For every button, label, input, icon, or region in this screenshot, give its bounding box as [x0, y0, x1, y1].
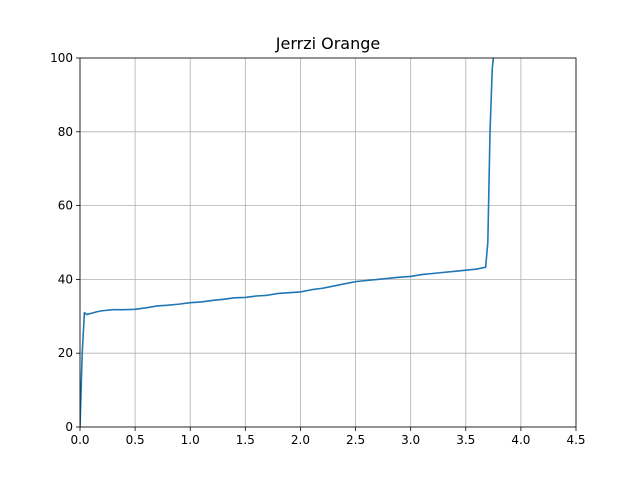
y-tick-label: 0 — [65, 420, 73, 434]
y-tick-label: 20 — [58, 346, 73, 360]
y-tick-label: 40 — [58, 272, 73, 286]
plot-frame — [79, 57, 577, 428]
x-tick-label: 3.5 — [456, 433, 475, 447]
x-tick-label: 4.0 — [511, 433, 530, 447]
x-tick-label: 4.5 — [566, 433, 585, 447]
chart-title: Jerrzi Orange — [275, 34, 380, 53]
axis-ticks: 0.0 0.5 1.0 1.5 2.0 2.5 3.0 3.5 4.0 4.5 0 20 40 60 80 1… — [50, 51, 585, 447]
series-layer — [80, 58, 495, 427]
x-tick-label: 2.5 — [346, 433, 365, 447]
x-tick-label: 0.0 — [70, 433, 89, 447]
y-tick-label: 80 — [58, 125, 73, 139]
y-tick-label: 100 — [50, 51, 73, 65]
x-tick-label: 0.5 — [126, 433, 145, 447]
x-tick-label: 1.0 — [181, 433, 200, 447]
x-tick-label: 2.0 — [291, 433, 310, 447]
x-tick-label: 1.5 — [236, 433, 255, 447]
y-tick-label: 60 — [58, 199, 73, 213]
series-line-1 — [80, 58, 495, 427]
x-tick-label: 3.0 — [401, 433, 420, 447]
